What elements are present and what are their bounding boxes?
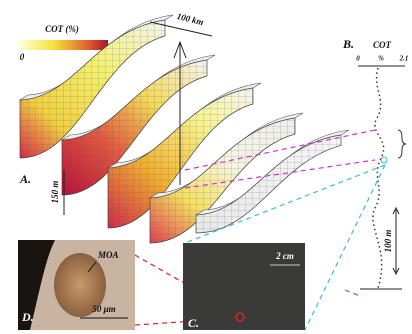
axis-max: 2.1: [399, 55, 409, 63]
colorbar-min: 0: [20, 52, 25, 62]
panel-c: 2 cm C.: [183, 243, 305, 330]
panel-b-label: B.: [342, 37, 354, 51]
figure: COT (%) 0 5 100 km 150 m A. MOA 50 μm D.…: [0, 0, 412, 334]
panel-a-label: A.: [19, 172, 31, 186]
scale-b: 100 m: [383, 230, 393, 253]
axis-unit: %: [378, 55, 384, 63]
panel-d: MOA 50 μm D.: [18, 240, 135, 330]
cot-profile: [373, 68, 384, 288]
axis-min: 0: [356, 55, 360, 63]
scale-d: 50 μm: [92, 304, 115, 314]
scale-horizontal: 100 km: [176, 11, 205, 27]
scale-vertical: 150 m: [50, 181, 60, 204]
moa-label: MOA: [97, 250, 119, 260]
colorbar-gradient: [18, 40, 108, 50]
colorbar-title: COT (%): [45, 24, 79, 34]
panel-b-title: COT: [373, 40, 392, 50]
panel-d-label: D.: [21, 310, 34, 324]
scale-c: 2 cm: [275, 251, 294, 261]
panel-b: B. COT 0 % 2.1 100 m: [342, 37, 408, 289]
panel-c-label: C.: [188, 316, 199, 330]
